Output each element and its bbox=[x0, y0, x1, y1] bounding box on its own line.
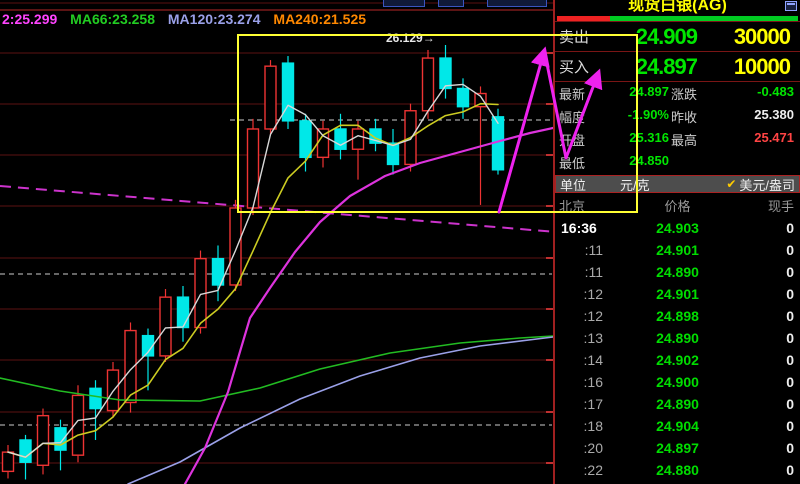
stat-value: 25.380 bbox=[754, 107, 794, 122]
tick-row: :11 24.901 0 bbox=[584, 242, 794, 258]
unit-selector-row: 单位 元/克 ✔ 美元/盎司 bbox=[555, 175, 800, 193]
col-volume: 现手 bbox=[767, 199, 794, 214]
stat-label: 最低 bbox=[559, 156, 586, 171]
check-icon: ✔ bbox=[726, 177, 737, 191]
col-time: 北京 bbox=[559, 199, 586, 214]
tick-row: :18 24.904 0 bbox=[583, 418, 794, 434]
tick-table-header: 北京 价格 现手 bbox=[555, 193, 800, 217]
tick-row: :20 24.897 0 bbox=[583, 440, 794, 456]
stat-label bbox=[671, 153, 717, 172]
tick-row: :12 24.898 0 bbox=[583, 308, 794, 324]
clipped-menu-item[interactable] bbox=[438, 0, 464, 7]
unit-option-usd-ounce[interactable]: ✔ 美元/盎司 bbox=[726, 177, 795, 193]
bid-price[interactable]: 24.897 bbox=[635, 53, 698, 79]
candlestick-chart: 2:25.299 MA66:23.258 MA120:23.274 MA240:… bbox=[0, 0, 553, 484]
ma-legend: 2:25.299 MA66:23.258 MA120:23.274 MA240:… bbox=[2, 11, 375, 27]
clipped-menu-checkboxes[interactable] bbox=[487, 0, 547, 7]
tick-row: :22 24.880 0 bbox=[583, 462, 794, 478]
instrument-title: 现货白银(AG) bbox=[628, 0, 727, 14]
high-price-annotation: 26.129→ bbox=[386, 31, 435, 45]
unit-option-yuan-gram[interactable]: 元/克 bbox=[620, 177, 650, 193]
col-price: 价格 bbox=[664, 199, 691, 214]
bid-quantity[interactable]: 10000 bbox=[733, 53, 791, 79]
stat-value: 25.471 bbox=[754, 130, 794, 145]
ask-quantity[interactable]: 30000 bbox=[733, 23, 791, 49]
buy-sell-strength-bar bbox=[557, 16, 798, 21]
ma120-legend: MA120:23.274 bbox=[167, 11, 261, 27]
window-icon[interactable] bbox=[785, 1, 797, 11]
tick-row: 16:36 24.903 0 bbox=[561, 220, 794, 236]
bid-label: 买入 bbox=[559, 59, 590, 76]
stat-label: 昨收 bbox=[671, 110, 698, 125]
stat-value: 25.316 bbox=[629, 130, 669, 145]
tick-row: :12 24.901 0 bbox=[583, 286, 794, 302]
stat-value: 24.897 bbox=[629, 84, 669, 99]
clipped-menu-item[interactable] bbox=[383, 0, 425, 7]
ask-price[interactable]: 24.909 bbox=[635, 23, 698, 49]
buy-strength bbox=[610, 16, 798, 21]
bid-row: 买入 24.897 10000 bbox=[555, 52, 800, 81]
stat-label: 幅度 bbox=[559, 110, 586, 125]
ask-row: 卖出 24.909 30000 bbox=[555, 22, 800, 51]
tick-row: :16 24.900 0 bbox=[583, 374, 794, 390]
tick-row: :14 24.902 0 bbox=[583, 352, 794, 368]
stat-value: -1.90% bbox=[627, 107, 669, 122]
ma66-legend: MA66:23.258 bbox=[70, 11, 155, 27]
tick-row: :11 24.890 0 bbox=[584, 264, 794, 280]
ma2-legend: 2:25.299 bbox=[2, 11, 58, 27]
stat-label: 开盘 bbox=[559, 133, 586, 148]
stat-value: -0.483 bbox=[757, 84, 794, 99]
quote-stats: 最新 24.897 涨跌 -0.483 幅度 -1.90% 昨收 25.380 开盘 25.316… bbox=[555, 82, 800, 172]
sell-strength bbox=[557, 16, 611, 21]
stat-value: 24.850 bbox=[629, 153, 669, 168]
ask-label: 卖出 bbox=[559, 29, 590, 46]
tick-row: :17 24.890 0 bbox=[583, 396, 794, 412]
chart-canvas bbox=[0, 2, 553, 484]
stat-label: 最高 bbox=[671, 133, 698, 148]
tick-row: :13 24.890 0 bbox=[583, 330, 794, 346]
tick-table[interactable]: 16:36 24.903 0 :11 24.901 0 :11 24.890 0 :12 24.90… bbox=[555, 217, 800, 484]
stat-value bbox=[717, 153, 796, 172]
ma240-legend: MA240:21.525 bbox=[273, 11, 367, 27]
unit-label: 单位 bbox=[560, 177, 587, 193]
quote-panel: 现货白银(AG) 卖出 24.909 30000 买入 24.897 10000… bbox=[553, 0, 800, 484]
stat-label: 最新 bbox=[559, 87, 586, 102]
stat-label: 涨跌 bbox=[671, 87, 698, 102]
